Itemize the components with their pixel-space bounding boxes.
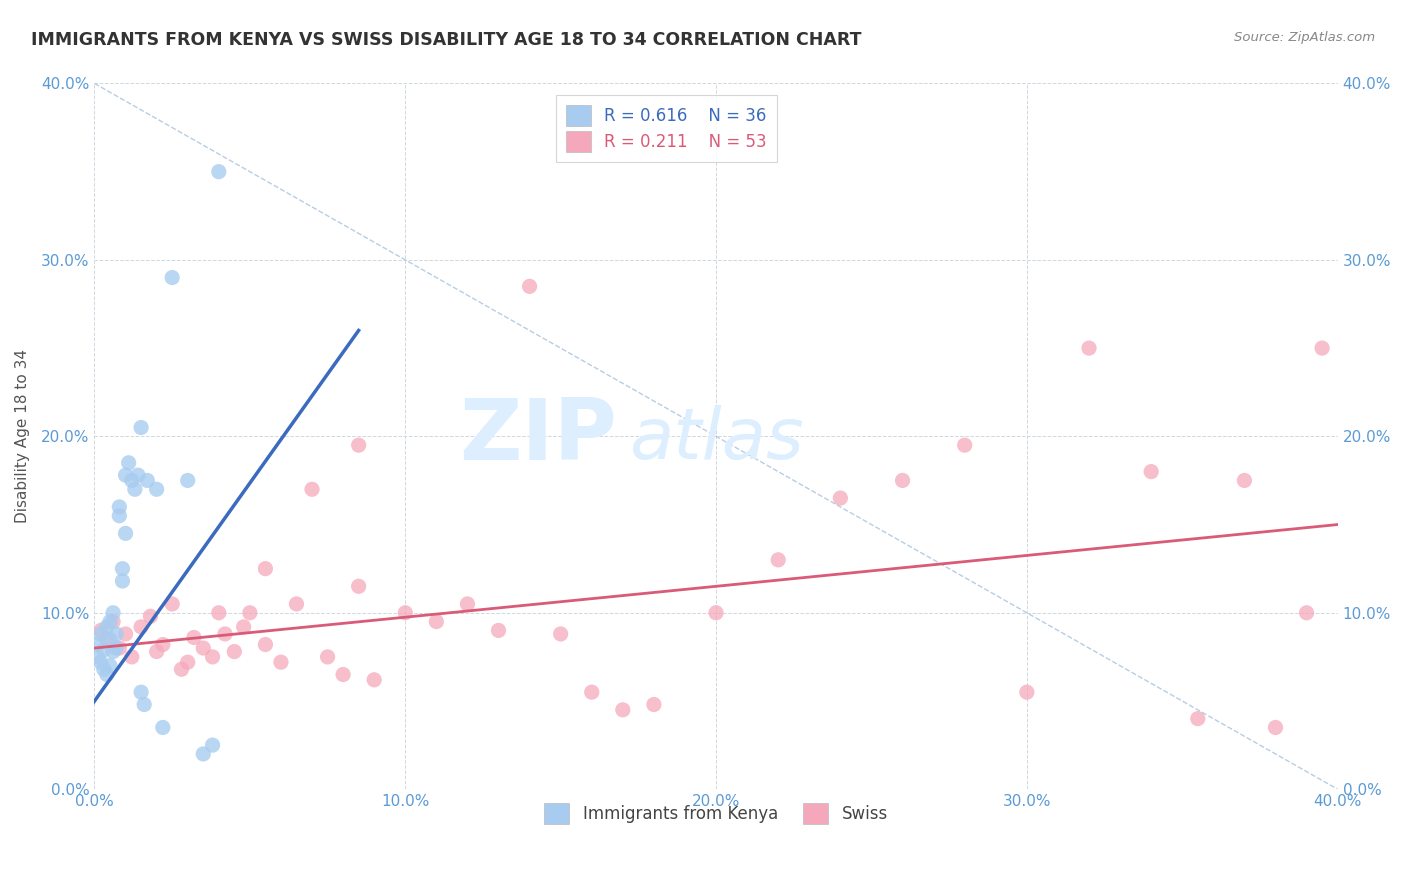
Point: [1295, 606, 1317, 620]
Point: [101, 606, 124, 620]
Point: [139, 609, 162, 624]
Point: [96, 667, 118, 681]
Y-axis label: Disability Age 18 to 34: Disability Age 18 to 34: [15, 350, 30, 524]
Point: [134, 698, 156, 712]
Point: [193, 641, 215, 656]
Point: [456, 597, 478, 611]
Point: [193, 747, 215, 761]
Point: [111, 574, 134, 588]
Point: [183, 631, 205, 645]
Point: [581, 685, 603, 699]
Point: [118, 456, 141, 470]
Point: [114, 468, 136, 483]
Legend: Immigrants from Kenya, Swiss: Immigrants from Kenya, Swiss: [534, 794, 897, 834]
Point: [363, 673, 385, 687]
Point: [1015, 685, 1038, 699]
Point: [1140, 465, 1163, 479]
Point: [1233, 474, 1256, 488]
Point: [177, 474, 200, 488]
Point: [1264, 721, 1286, 735]
Point: [114, 627, 136, 641]
Point: [254, 562, 277, 576]
Point: [301, 483, 323, 497]
Point: [90, 655, 112, 669]
Point: [160, 270, 183, 285]
Point: [170, 662, 193, 676]
Point: [105, 641, 128, 656]
Point: [129, 685, 152, 699]
Point: [612, 703, 634, 717]
Point: [108, 641, 131, 656]
Point: [152, 638, 174, 652]
Point: [90, 627, 112, 641]
Point: [201, 738, 224, 752]
Text: IMMIGRANTS FROM KENYA VS SWISS DISABILITY AGE 18 TO 34 CORRELATION CHART: IMMIGRANTS FROM KENYA VS SWISS DISABILIT…: [31, 31, 862, 49]
Point: [830, 491, 852, 505]
Point: [208, 606, 231, 620]
Point: [1078, 341, 1101, 355]
Point: [394, 606, 416, 620]
Point: [347, 579, 370, 593]
Point: [127, 468, 149, 483]
Point: [285, 597, 308, 611]
Point: [550, 627, 572, 641]
Point: [1187, 712, 1209, 726]
Point: [145, 483, 167, 497]
Point: [891, 474, 914, 488]
Point: [152, 721, 174, 735]
Text: ZIP: ZIP: [458, 395, 617, 478]
Point: [239, 606, 262, 620]
Point: [1310, 341, 1333, 355]
Point: [129, 620, 152, 634]
Point: [145, 644, 167, 658]
Point: [101, 644, 124, 658]
Point: [96, 632, 118, 647]
Point: [108, 508, 131, 523]
Point: [98, 615, 121, 629]
Point: [121, 649, 143, 664]
Point: [201, 649, 224, 664]
Point: [766, 553, 789, 567]
Text: atlas: atlas: [628, 405, 804, 475]
Point: [177, 655, 200, 669]
Point: [270, 655, 292, 669]
Point: [160, 597, 183, 611]
Point: [214, 627, 236, 641]
Point: [121, 474, 143, 488]
Point: [316, 649, 339, 664]
Point: [98, 632, 121, 647]
Point: [347, 438, 370, 452]
Point: [332, 667, 354, 681]
Point: [108, 500, 131, 514]
Point: [232, 620, 254, 634]
Point: [643, 698, 665, 712]
Point: [208, 164, 231, 178]
Point: [129, 420, 152, 434]
Point: [254, 638, 277, 652]
Point: [105, 627, 128, 641]
Point: [224, 644, 246, 658]
Point: [953, 438, 976, 452]
Point: [519, 279, 541, 293]
Point: [111, 562, 134, 576]
Point: [96, 620, 118, 634]
Point: [98, 658, 121, 673]
Point: [93, 643, 115, 657]
Point: [136, 474, 159, 488]
Text: Source: ZipAtlas.com: Source: ZipAtlas.com: [1234, 31, 1375, 45]
Point: [488, 624, 510, 638]
Point: [101, 615, 124, 629]
Point: [124, 483, 146, 497]
Point: [93, 662, 115, 676]
Point: [86, 649, 108, 664]
Point: [425, 615, 447, 629]
Point: [86, 638, 108, 652]
Point: [114, 526, 136, 541]
Point: [90, 624, 112, 638]
Point: [704, 606, 727, 620]
